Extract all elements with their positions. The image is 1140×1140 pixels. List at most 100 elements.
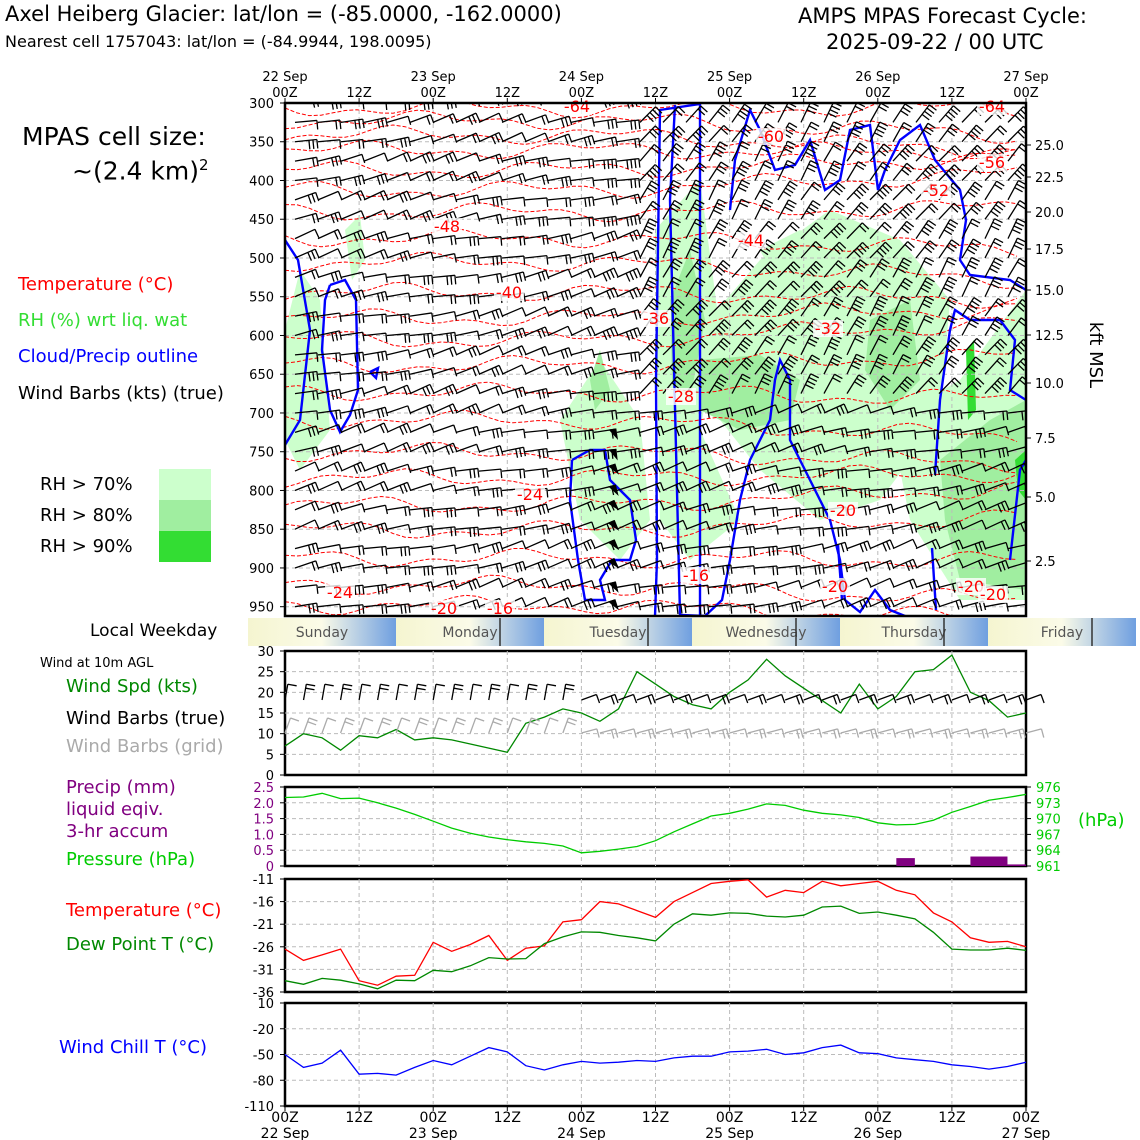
barb-feather: [519, 469, 522, 479]
barb-staff: [294, 425, 317, 433]
barb-feather: [564, 524, 569, 534]
upper-wind-barb: [708, 357, 732, 375]
upper-wind-barb: [432, 170, 458, 182]
barb-feather: [408, 370, 411, 380]
barb-feather: [449, 581, 454, 591]
barb-staff: [593, 158, 616, 162]
barb-feather: [698, 302, 706, 310]
barb-feather: [607, 450, 610, 460]
barb-feather: [654, 125, 663, 133]
barb-feather: [789, 180, 798, 187]
barb-staff: [340, 331, 363, 337]
barb-staff: [846, 561, 869, 569]
barb-feather: [592, 177, 595, 187]
upper-wind-barb: [892, 538, 918, 550]
upper-wind-barb: [869, 295, 888, 317]
contour-label-bg: [494, 284, 524, 301]
barb-feather: [874, 728, 878, 738]
barb-staff: [800, 485, 823, 492]
barb-staff: [524, 596, 546, 608]
upper-wind-barb: [547, 487, 572, 498]
upper-wind-barb: [685, 520, 711, 530]
barb-staff: [685, 218, 697, 239]
upper-wind-barb: [432, 403, 458, 414]
barb-feather: [971, 218, 981, 224]
barb-feather: [900, 284, 909, 291]
barb-feather: [950, 185, 958, 193]
barb-feather: [499, 562, 504, 572]
barb-feather: [728, 462, 734, 472]
barb-feather: [810, 228, 818, 236]
upper-wind-barb: [892, 220, 915, 240]
barb-feather: [523, 469, 526, 479]
barb-staff: [317, 352, 340, 356]
upper-wind-barb: [800, 222, 824, 240]
upper-wind-barb: [777, 159, 796, 181]
upper-wind-barb: [478, 213, 504, 225]
barb-feather: [737, 186, 747, 192]
barb-feather: [932, 599, 937, 609]
barb-feather: [615, 159, 618, 169]
barb-staff: [409, 209, 431, 220]
upper-wind-barb: [916, 103, 917, 104]
barb-feather: [768, 604, 771, 614]
barb-feather: [362, 352, 365, 362]
barb-feather: [335, 103, 338, 110]
upper-wind-barb: [708, 161, 729, 181]
barb-feather: [902, 315, 911, 321]
upper-wind-barb: [294, 542, 320, 554]
barb-feather: [700, 105, 708, 113]
barb-feather: [929, 467, 933, 477]
barb-feather: [659, 500, 665, 510]
barb-staff: [938, 355, 952, 375]
barb-feather: [362, 103, 365, 110]
barb-staff: [961, 448, 984, 453]
pressure-tick-label: 550: [249, 291, 274, 306]
barb-feather: [867, 561, 872, 571]
upper-wind-barb: [616, 309, 642, 320]
barb-feather: [698, 90, 705, 96]
bottom-hour-label: 12Z: [345, 1110, 372, 1126]
barb-staff: [639, 560, 661, 569]
barb-feather: [500, 273, 503, 283]
barb-feather: [1020, 128, 1026, 136]
barb-staff: [877, 728, 894, 734]
barb-staff: [846, 279, 862, 298]
barb-feather: [719, 107, 728, 115]
surface-wind-barb: [988, 693, 1008, 704]
barb-feather: [911, 728, 915, 738]
upper-wind-barb: [800, 373, 820, 394]
barb-feather: [1000, 521, 1006, 531]
barb-feather: [767, 485, 772, 495]
barb-feather: [657, 603, 660, 613]
barb-staff: [869, 467, 892, 472]
barb-staff: [363, 313, 386, 317]
upper-wind-barb: [938, 276, 958, 298]
barb-feather: [833, 729, 837, 739]
barb-feather: [379, 687, 389, 691]
upper-wind-barb: [846, 334, 865, 356]
barb-staff: [616, 309, 639, 317]
barb-feather: [402, 192, 408, 202]
upper-wind-barb: [364, 103, 388, 111]
upper-wind-barb: [869, 278, 891, 298]
barb-staff: [731, 260, 748, 278]
upper-wind-barb: [616, 390, 641, 402]
barb-staff: [547, 216, 570, 220]
barb-feather: [633, 251, 638, 261]
barb-feather: [385, 565, 388, 575]
weekday-label: Friday: [1041, 625, 1083, 641]
barb-feather: [783, 365, 792, 372]
barb-staff: [321, 684, 326, 701]
upper-wind-barb: [892, 448, 917, 460]
upper-wind-barb: [639, 200, 661, 220]
barb-feather: [563, 308, 569, 317]
barb-feather: [967, 264, 977, 270]
barb-staff: [731, 405, 754, 414]
barb-feather: [545, 174, 550, 184]
barb-staff: [846, 334, 858, 356]
barb-feather: [316, 103, 320, 107]
barb-feather: [385, 546, 388, 556]
barb-feather: [660, 542, 665, 552]
